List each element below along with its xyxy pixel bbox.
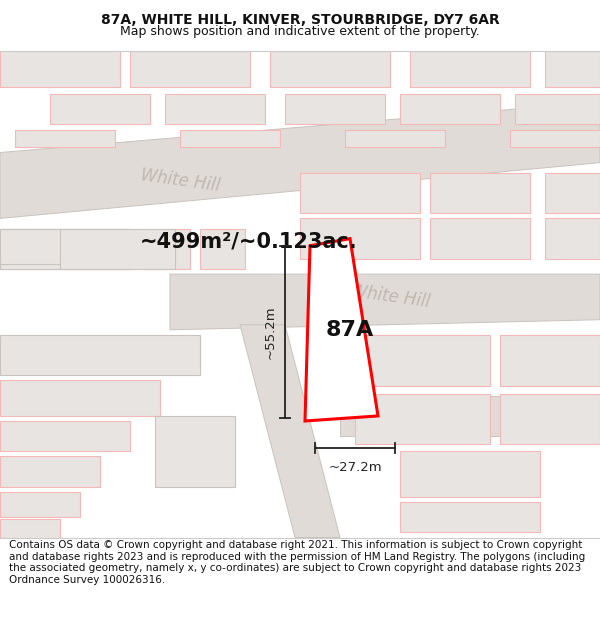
Polygon shape — [0, 229, 130, 269]
Polygon shape — [285, 94, 385, 124]
Text: ~27.2m: ~27.2m — [328, 461, 382, 474]
Polygon shape — [355, 394, 490, 444]
Polygon shape — [15, 130, 115, 148]
Polygon shape — [200, 229, 245, 269]
Polygon shape — [0, 229, 85, 264]
Text: Map shows position and indicative extent of the property.: Map shows position and indicative extent… — [120, 26, 480, 39]
Text: Contains OS data © Crown copyright and database right 2021. This information is : Contains OS data © Crown copyright and d… — [9, 540, 585, 585]
Polygon shape — [60, 229, 175, 269]
Polygon shape — [0, 519, 60, 538]
Text: ~55.2m: ~55.2m — [264, 305, 277, 359]
Polygon shape — [0, 492, 80, 518]
Polygon shape — [50, 94, 150, 124]
Polygon shape — [300, 173, 420, 213]
Polygon shape — [400, 451, 540, 497]
Polygon shape — [355, 335, 490, 386]
Polygon shape — [130, 51, 250, 87]
Polygon shape — [170, 274, 600, 330]
Polygon shape — [0, 102, 600, 218]
Polygon shape — [410, 51, 530, 87]
Polygon shape — [545, 51, 600, 87]
Polygon shape — [340, 396, 600, 436]
Polygon shape — [545, 173, 600, 213]
Text: White Hill: White Hill — [349, 282, 431, 311]
Polygon shape — [430, 173, 530, 213]
Polygon shape — [430, 218, 530, 259]
Polygon shape — [180, 130, 280, 148]
Polygon shape — [270, 51, 390, 87]
Polygon shape — [500, 335, 600, 386]
Polygon shape — [0, 335, 200, 376]
Polygon shape — [400, 502, 540, 532]
Polygon shape — [0, 456, 100, 487]
Polygon shape — [0, 381, 160, 416]
Polygon shape — [165, 94, 265, 124]
Polygon shape — [515, 94, 600, 124]
Polygon shape — [300, 218, 420, 259]
Polygon shape — [545, 218, 600, 259]
Polygon shape — [0, 421, 130, 451]
Polygon shape — [240, 325, 340, 538]
Text: 87A: 87A — [326, 320, 374, 340]
Polygon shape — [400, 94, 500, 124]
Polygon shape — [500, 394, 600, 444]
Polygon shape — [345, 130, 445, 148]
Text: 87A, WHITE HILL, KINVER, STOURBRIDGE, DY7 6AR: 87A, WHITE HILL, KINVER, STOURBRIDGE, DY… — [101, 12, 499, 27]
Polygon shape — [305, 239, 378, 421]
Polygon shape — [145, 229, 190, 269]
Polygon shape — [155, 416, 235, 487]
Polygon shape — [0, 229, 130, 269]
Polygon shape — [0, 51, 120, 87]
Polygon shape — [510, 130, 600, 148]
Text: ~499m²/~0.123ac.: ~499m²/~0.123ac. — [140, 232, 358, 252]
Text: White Hill: White Hill — [139, 166, 221, 196]
